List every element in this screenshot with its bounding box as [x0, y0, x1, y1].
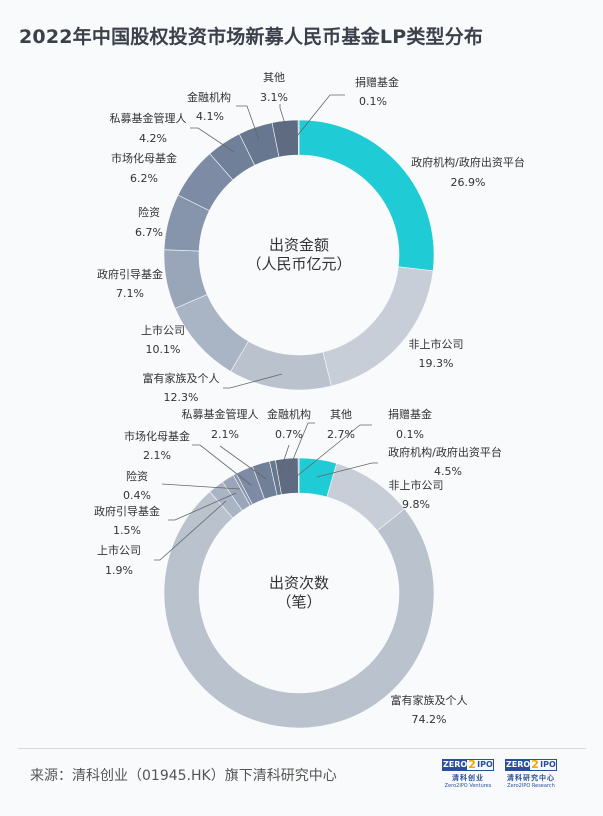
center-label-line: （人民币亿元）: [246, 255, 352, 273]
slice-label: 市场化母基金: [111, 152, 177, 165]
leader-line: [296, 94, 345, 137]
leader-line: [154, 500, 227, 561]
leader-line: [296, 424, 372, 477]
slice-label: 政府机构/政府出资平台: [411, 156, 525, 169]
center-label-amount: 出资金额 （人民币亿元）: [246, 236, 351, 274]
slice-label: 险资: [126, 470, 148, 483]
slice-label: 政府机构/政府出资平台: [388, 446, 502, 459]
slice-label: 捐赠基金: [355, 76, 399, 89]
slice-label: 私募基金管理人: [109, 112, 187, 125]
slice-value-label: 19.3%: [418, 357, 454, 370]
slice-value-label: 3.1%: [260, 91, 288, 104]
leader-line: [223, 373, 283, 389]
donut-slice: [322, 266, 434, 387]
slice-label: 私募基金管理人: [181, 408, 259, 421]
slice-value-label: 9.8%: [402, 498, 430, 511]
slice-value-label: 74.2%: [411, 713, 447, 726]
leader-line: [278, 444, 290, 476]
slice-value-label: 0.1%: [396, 428, 424, 441]
slice-value-label: 10.1%: [145, 343, 181, 356]
slice-label: 险资: [138, 206, 160, 219]
slice-value-label: 0.1%: [359, 95, 387, 108]
slice-label: 捐赠基金: [388, 408, 432, 421]
slice-value-label: 12.3%: [163, 391, 199, 404]
slice-label: 上市公司: [97, 544, 141, 557]
leader-line: [236, 105, 260, 141]
center-label-count: 出资次数 （笔）: [269, 574, 329, 612]
slice-value-label: 2.1%: [211, 428, 239, 441]
slice-value-label: 4.2%: [139, 132, 167, 145]
slice-value-label: 0.4%: [123, 489, 151, 502]
slice-value-label: 26.9%: [450, 176, 486, 189]
logo-en: Zero2IPO Research: [507, 783, 555, 789]
logo-zero2ipo-research: ZERO 2 IPO 清科研究中心 Zero2IPO Research: [505, 758, 557, 789]
leader-line: [219, 445, 267, 480]
slice-label: 市场化母基金: [124, 430, 190, 443]
logo-cn: 清科研究中心: [507, 774, 555, 782]
slice-value-label: 4.5%: [434, 465, 462, 478]
center-label-line: （笔）: [276, 593, 322, 611]
slice-value-label: 2.1%: [143, 449, 171, 462]
leader-line: [316, 462, 378, 478]
source-note: 来源：清科创业（01945.HK）旗下清科研究中心: [30, 768, 337, 784]
slice-label: 上市公司: [141, 324, 185, 337]
leader-line: [190, 127, 235, 153]
logo-zero2ipo-ventures: ZERO 2 IPO 清科创业 Zero2IPO Ventures: [442, 758, 494, 789]
slice-label: 金融机构: [187, 91, 231, 104]
slice-value-label: 1.5%: [113, 524, 141, 537]
donut-slice: [297, 457, 300, 494]
slice-value-label: 0.7%: [275, 428, 303, 441]
center-label-line: 出资次数: [268, 574, 330, 592]
slice-value-label: 2.7%: [327, 428, 355, 441]
slice-label: 其他: [263, 71, 285, 84]
logo-en: Zero2IPO Ventures: [444, 783, 492, 789]
leader-line: [192, 444, 252, 486]
slice-value-label: 6.2%: [130, 172, 158, 185]
footer-divider: [18, 748, 586, 749]
leader-line: [286, 422, 315, 475]
donut-slice: [230, 340, 332, 391]
slice-value-label: 1.9%: [105, 564, 133, 577]
slice-label: 政府引导基金: [97, 268, 163, 281]
chart-title: 2022年中国股权投资市场新募人民币基金LP类型分布: [19, 26, 484, 48]
center-label-line: 出资金额: [268, 236, 330, 254]
slice-value-label: 4.1%: [196, 110, 224, 123]
slice-value-label: 6.7%: [135, 226, 163, 239]
slice-label: 其他: [330, 408, 352, 421]
leader-line: [279, 104, 287, 128]
slice-label: 非上市公司: [408, 338, 464, 351]
slice-label: 富有家族及个人: [142, 372, 220, 385]
slice-label: 政府引导基金: [94, 505, 160, 518]
slice-label: 金融机构: [267, 408, 311, 421]
leader-line: [161, 483, 241, 490]
logo-cn: 清科创业: [452, 774, 484, 782]
donut-slice: [297, 119, 300, 156]
slice-label: 富有家族及个人: [390, 694, 468, 707]
slice-label: 非上市公司: [388, 479, 444, 492]
donut-slice: [174, 294, 249, 372]
leader-line: [168, 492, 237, 521]
slice-value-label: 7.1%: [116, 287, 144, 300]
